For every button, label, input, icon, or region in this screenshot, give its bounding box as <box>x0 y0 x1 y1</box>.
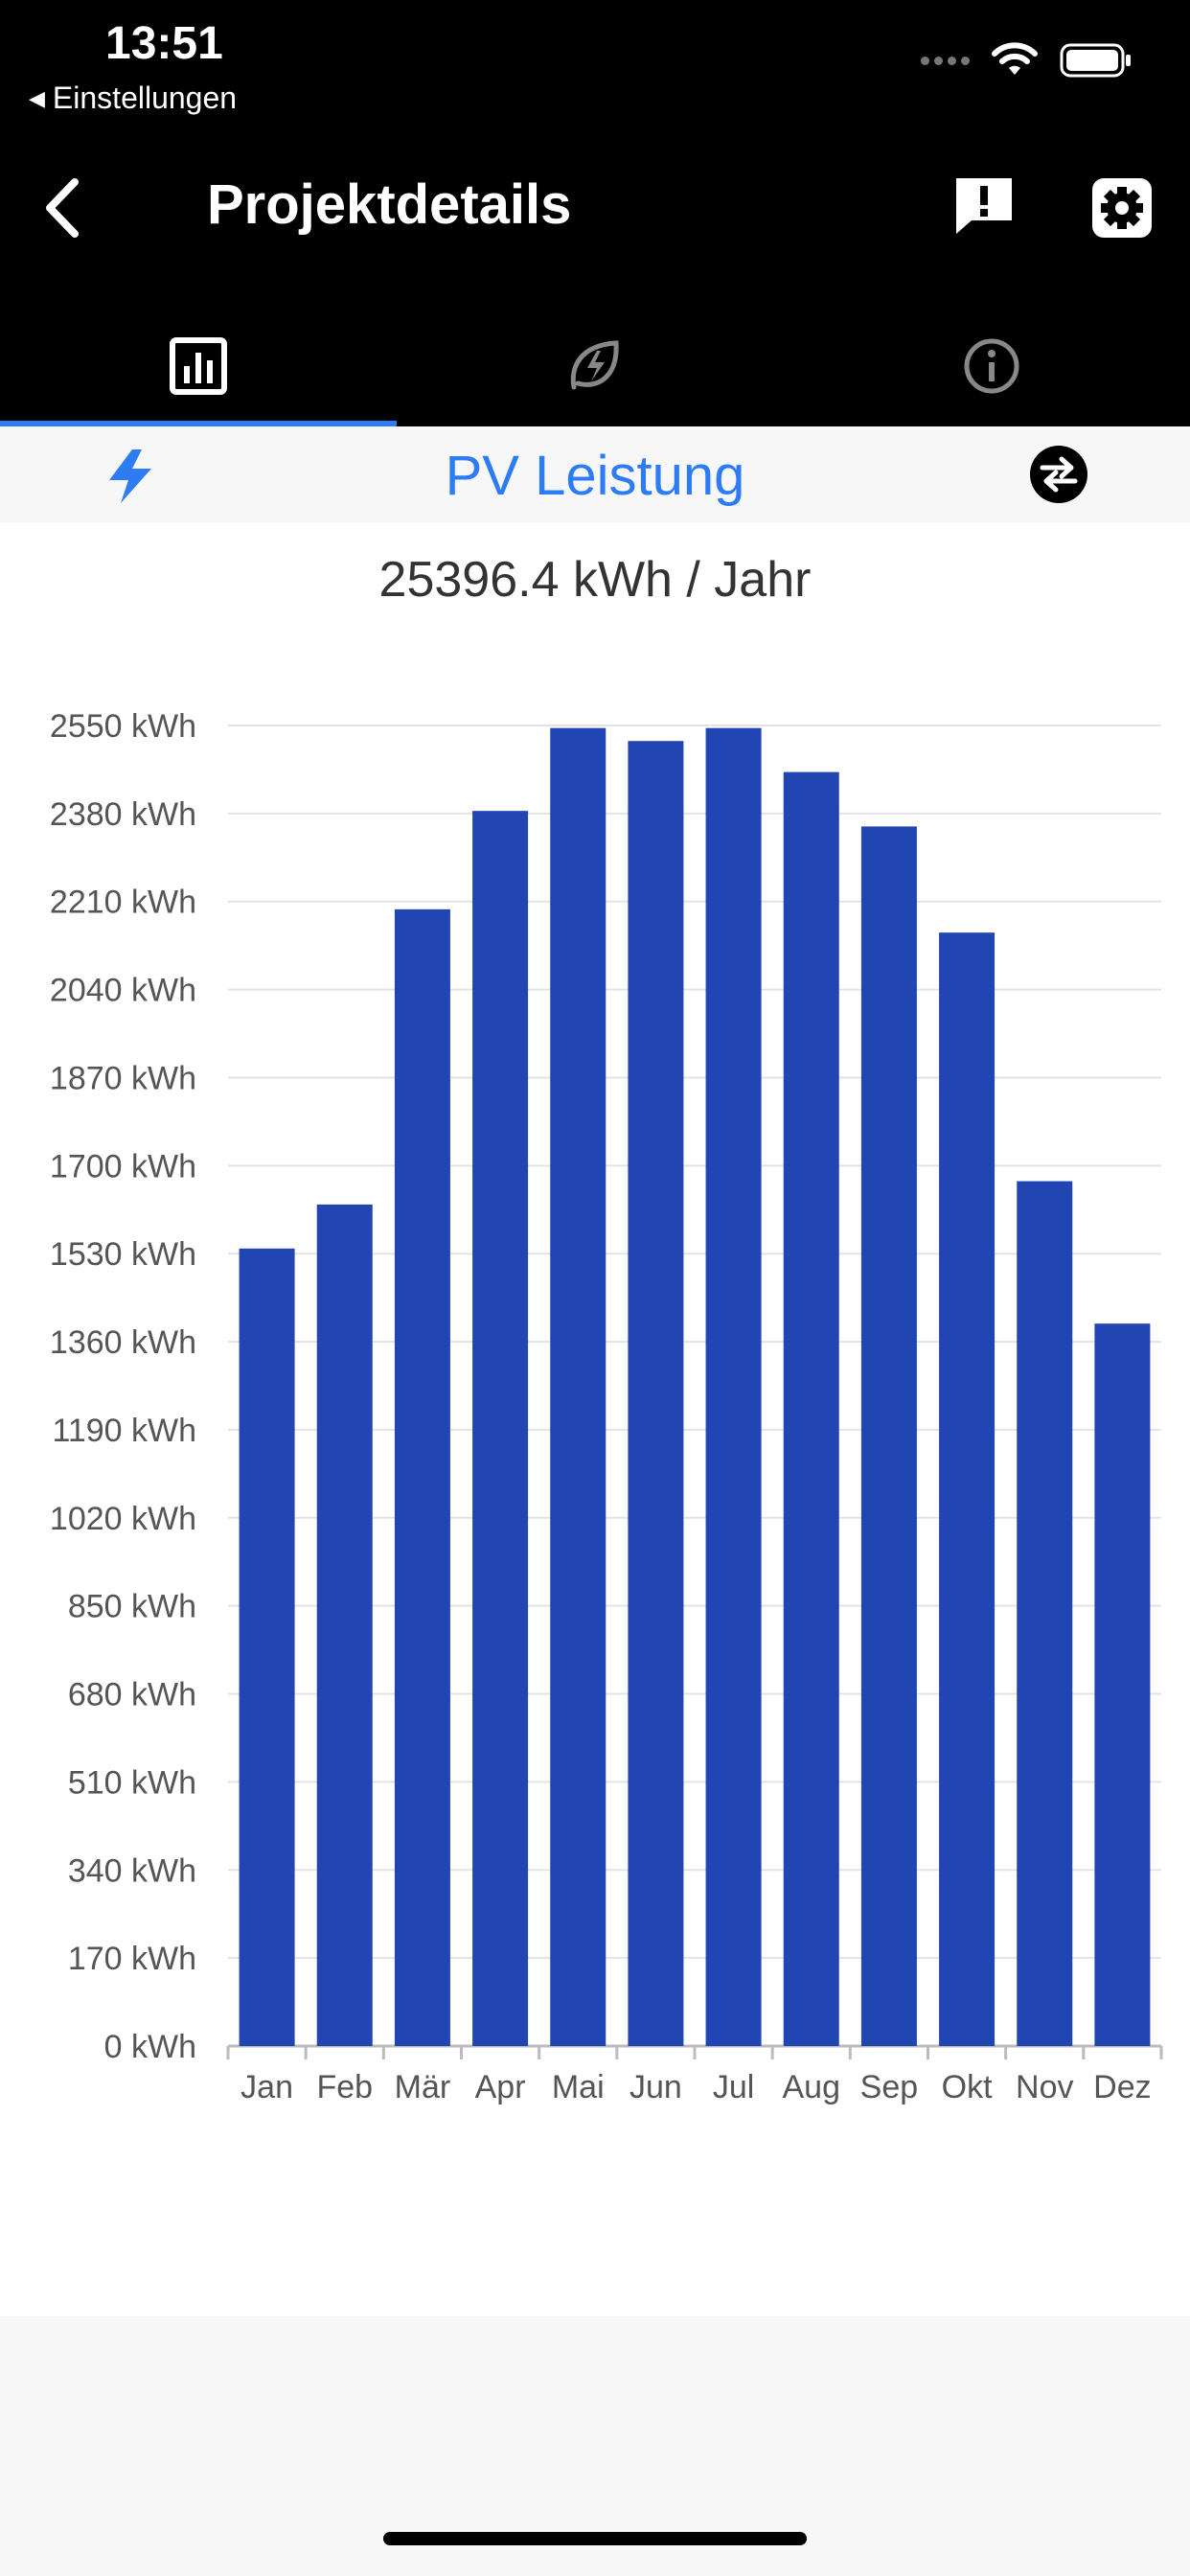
section-header: PV Leistung <box>0 426 1190 522</box>
home-indicator[interactable] <box>383 2532 807 2545</box>
y-tick-label: 850 kWh <box>68 1589 196 1625</box>
energy-leaf-icon <box>570 339 619 389</box>
x-tick-label: Jul <box>713 2069 754 2105</box>
y-tick-label: 1190 kWh <box>52 1413 196 1449</box>
y-tick-label: 0 kWh <box>104 2029 196 2065</box>
bar-jan[interactable] <box>239 1248 295 2046</box>
annual-total: 25396.4 kWh / Jahr <box>378 552 812 608</box>
x-tick-label: Sep <box>860 2069 919 2105</box>
tab-bar <box>0 305 1190 426</box>
y-tick-label: 510 kWh <box>68 1764 196 1801</box>
x-tick-label: Jan <box>240 2069 293 2105</box>
bar-nov[interactable] <box>1017 1181 1073 2046</box>
monthly-bar-chart: 0 kWh 170 kWh 340 kWh 510 kWh 680 kWh 850 kWh… <box>50 708 1163 2105</box>
y-tick-label: 170 kWh <box>68 1941 196 1977</box>
y-tick-label: 2550 kWh <box>50 708 196 745</box>
x-tick-label: Dez <box>1093 2069 1151 2105</box>
info-icon <box>964 338 1019 393</box>
bar-chart-icon <box>170 336 227 395</box>
y-tick-label: 1360 kWh <box>50 1324 196 1361</box>
bar-apr[interactable] <box>472 811 529 2046</box>
y-tick-label: 1020 kWh <box>50 1501 196 1537</box>
status-back-link[interactable]: ◀ Einstellungen <box>29 80 237 116</box>
bar-okt[interactable] <box>939 932 995 2046</box>
chart-card: 25396.4 kWh / Jahr 0 kWh 170 kWh 340 kWh 51… <box>0 522 1190 2316</box>
bar-sep[interactable] <box>860 826 917 2046</box>
y-tick-label: 1870 kWh <box>50 1060 196 1096</box>
tab-energy[interactable] <box>397 305 793 426</box>
gear-icon[interactable] <box>1088 174 1156 242</box>
status-indicators <box>921 42 1133 79</box>
chevron-left-icon[interactable] <box>38 174 86 242</box>
x-tick-label: Mär <box>395 2069 451 2105</box>
active-tab-indicator <box>0 421 397 426</box>
y-tick-label: 1700 kWh <box>50 1148 196 1184</box>
x-tick-label: Aug <box>783 2069 841 2105</box>
x-tick-label: Jun <box>629 2069 682 2105</box>
x-tick-label: Apr <box>475 2069 526 2105</box>
bar-feb[interactable] <box>316 1204 373 2046</box>
y-tick-label: 2380 kWh <box>50 796 196 833</box>
y-tick-label: 340 kWh <box>68 1852 196 1889</box>
y-tick-label: 1530 kWh <box>50 1236 196 1273</box>
y-tick-label: 680 kWh <box>68 1677 196 1714</box>
app-header: 13:51 ◀ Einstellungen Projektdetails <box>0 0 1190 426</box>
x-tick-label: Mai <box>552 2069 605 2105</box>
wifi-icon <box>992 42 1038 75</box>
bar-jun[interactable] <box>628 741 684 2046</box>
y-tick-label: 2040 kWh <box>50 973 196 1009</box>
back-triangle-icon: ◀ <box>29 85 45 110</box>
bolt-icon[interactable] <box>103 448 157 505</box>
status-time: 13:51 <box>105 18 223 69</box>
x-tick-label: Nov <box>1016 2069 1073 2105</box>
bar-mai[interactable] <box>550 727 606 2047</box>
bar-aug[interactable] <box>783 771 839 2046</box>
y-tick-label: 2210 kWh <box>50 885 196 921</box>
bar-mär[interactable] <box>394 908 450 2046</box>
status-back-label: Einstellungen <box>52 80 238 115</box>
x-tick-label: Feb <box>316 2069 373 2105</box>
page-title: Projektdetails <box>207 173 572 236</box>
bar-jul[interactable] <box>705 727 762 2047</box>
swap-icon[interactable] <box>1029 445 1088 504</box>
feedback-icon[interactable] <box>950 172 1018 240</box>
tab-info[interactable] <box>793 305 1190 426</box>
cellular-signal-icon <box>921 56 970 65</box>
x-tick-label: Okt <box>942 2069 993 2105</box>
bar-dez[interactable] <box>1094 1323 1151 2046</box>
section-title: PV Leistung <box>445 445 745 507</box>
tab-chart[interactable] <box>0 305 397 426</box>
battery-icon <box>1060 43 1131 78</box>
